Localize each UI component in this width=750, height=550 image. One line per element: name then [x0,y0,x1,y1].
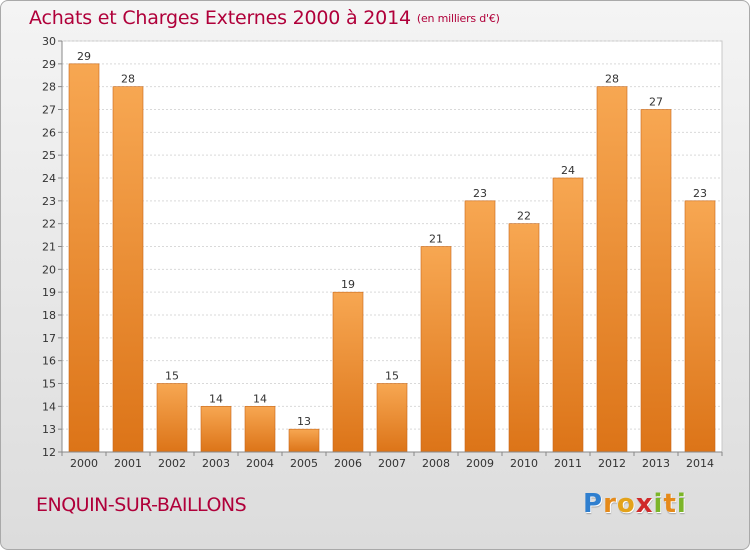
y-tick-label: 12 [42,446,56,459]
x-tick-label: 2013 [642,457,670,470]
value-labels: 29 28 15 14 14 13 19 15 21 23 22 24 28 27 23 [77,50,707,428]
chart-title: Achats et Charges Externes 2000 à 2014 (e… [29,7,500,29]
logo-letter: x [635,489,654,519]
y-tick-label: 15 [42,378,56,391]
y-tick-label: 28 [42,81,56,94]
bar [68,63,100,453]
commune-name: ENQUIN-SUR-BAILLONS [36,494,247,516]
value-label: 27 [649,96,663,109]
value-label: 22 [517,210,531,223]
bar [156,383,188,453]
x-tick-label: 2006 [334,457,362,470]
bar [420,246,452,453]
x-tick-label: 2009 [466,457,494,470]
value-label: 29 [77,50,91,63]
x-tick-label: 2005 [290,457,318,470]
bar [464,200,496,453]
x-tick-label: 2001 [114,457,142,470]
y-tick-label: 21 [42,241,56,254]
y-tick-label: 25 [42,149,56,162]
y-axis: 12 13 14 15 16 17 18 19 20 21 22 23 24 25 26 27 28 29 30 [42,35,63,459]
value-label: 19 [341,278,355,291]
value-label: 14 [209,392,223,405]
logo-letter: i [676,489,687,519]
value-label: 21 [429,233,443,246]
bar [112,86,144,453]
x-tick-label: 2003 [202,457,230,470]
bar [508,223,540,453]
bar [596,86,628,453]
x-tick-label: 2010 [510,457,538,470]
proxiti-logo: Proxiti [583,489,687,519]
value-label: 14 [253,392,267,405]
logo-letter: P [583,489,604,519]
value-label: 24 [561,164,575,177]
value-label: 28 [605,73,619,86]
bar [244,406,276,453]
bar [552,177,584,453]
x-tick-label: 2002 [158,457,186,470]
y-tick-label: 14 [42,400,56,413]
title-text: Achats et Charges Externes 2000 à 2014 [29,7,411,29]
y-tick-label: 27 [42,104,56,117]
chart-subtitle: (en milliers d'€) [416,12,500,25]
y-tick-label: 18 [42,309,56,322]
bars [68,63,716,453]
y-tick-label: 26 [42,126,56,139]
value-label: 23 [473,187,487,200]
logo-letter: r [603,489,617,519]
y-tick-label: 17 [42,332,56,345]
x-tick-label: 2007 [378,457,406,470]
bar [200,406,232,453]
y-tick-label: 22 [42,218,56,231]
x-tick-label: 2008 [422,457,450,470]
bar [288,428,320,453]
y-tick-label: 30 [42,35,56,48]
x-axis: 2000 2001 2002 2003 2004 2005 2006 2007 2008 2009… [61,451,723,470]
value-label: 15 [385,370,399,383]
y-tick-label: 29 [42,58,56,71]
value-label: 15 [165,370,179,383]
y-tick-label: 24 [42,172,56,185]
y-tick-label: 13 [42,423,56,436]
value-label: 23 [693,187,707,200]
y-tick-label: 20 [42,263,56,276]
y-tick-label: 16 [42,355,56,368]
x-tick-label: 2000 [70,457,98,470]
x-tick-label: 2014 [686,457,714,470]
x-tick-label: 2012 [598,457,626,470]
bar [376,383,408,453]
logo-letter: t [663,489,677,519]
y-tick-label: 19 [42,286,56,299]
bar [332,291,364,453]
x-tick-label: 2011 [554,457,582,470]
bar [684,200,716,453]
x-tick-label: 2004 [246,457,274,470]
value-label: 13 [297,415,311,428]
y-tick-label: 23 [42,195,56,208]
bar [640,109,672,453]
value-label: 28 [121,73,135,86]
logo-letter: i [653,489,664,519]
logo-letter: o [616,489,636,519]
